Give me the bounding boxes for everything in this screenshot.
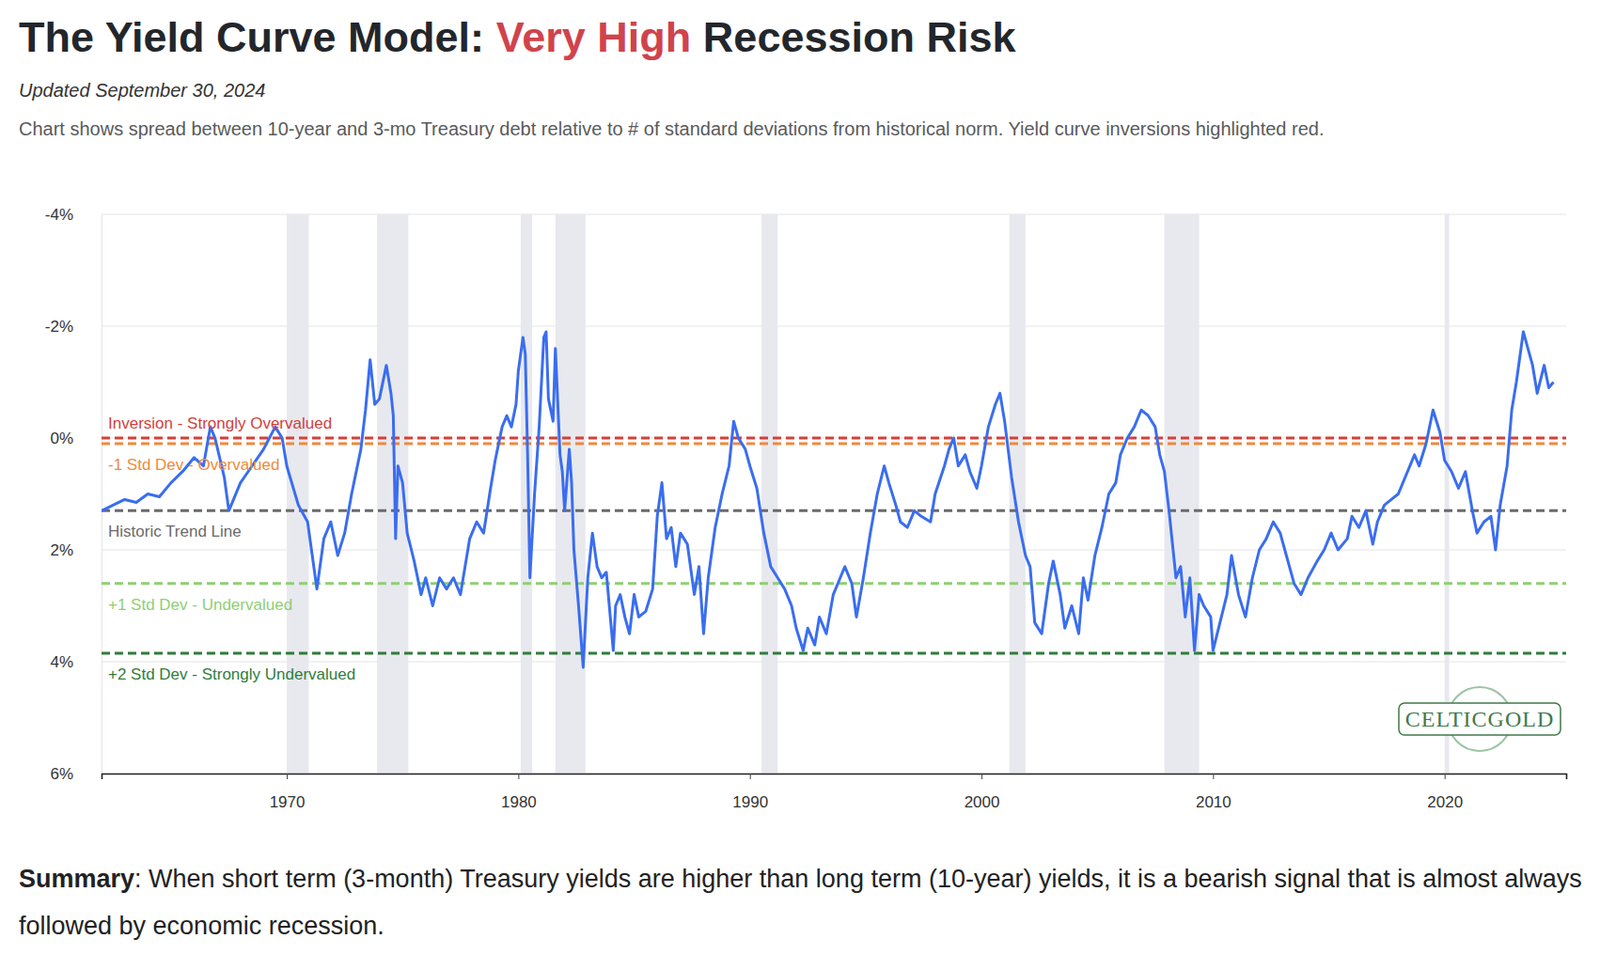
tick-label: 6%	[49, 765, 74, 784]
tick-mark	[517, 773, 519, 780]
subtitle: Updated September 30, 2024	[18, 79, 266, 102]
tick: 0%	[49, 429, 102, 448]
reference-label: -1 Std Dev - Overvalued	[108, 455, 280, 474]
description: Chart shows spread between 10-year and 3…	[18, 111, 1505, 147]
tick-label: -2%	[45, 317, 74, 336]
grid-line	[101, 326, 1567, 328]
reference-labels: Inversion - Strongly Overvalued -1 Std De…	[108, 414, 356, 684]
tick-label: 4%	[49, 653, 74, 672]
tick-label: 2000	[964, 793, 1001, 812]
tick: 2%	[49, 541, 102, 560]
grid-line	[101, 661, 1567, 663]
tick: -4%	[45, 205, 102, 224]
axis-line	[102, 774, 1568, 781]
series-group	[101, 331, 1553, 668]
tick: 6%	[49, 765, 102, 784]
tick-label: 1990	[732, 793, 769, 812]
recession-bands	[286, 214, 1450, 774]
tick: 1990	[732, 773, 769, 812]
tick: 2010	[1195, 773, 1232, 812]
x-axis: 1970 1980 1990 2000 2010 2020	[102, 773, 1568, 812]
tick-label: 2020	[1427, 793, 1463, 812]
watermark: CELTICGOLD	[1398, 687, 1561, 752]
summary: Summary: When short term (3-month) Treas…	[18, 855, 1585, 950]
reference-line	[101, 509, 1567, 513]
tick-label: 1980	[501, 793, 537, 812]
recession-band	[286, 214, 309, 774]
recession-band	[1009, 214, 1026, 774]
title-text: Recession Risk	[703, 13, 1017, 62]
recession-band	[555, 214, 586, 774]
tick-label: -4%	[45, 205, 74, 224]
summary-label: Summary	[18, 864, 135, 894]
tick: 1970	[269, 773, 306, 812]
recession-band	[1164, 214, 1200, 774]
reference-line	[101, 652, 1567, 656]
watermark-text: CELTICGOLD	[1405, 706, 1554, 732]
recession-band	[520, 214, 533, 774]
tick: 2000	[964, 773, 1001, 812]
tick-label: 1970	[269, 793, 306, 812]
reference-label: +2 Std Dev - Strongly Undervalued	[108, 665, 356, 684]
reference-line	[101, 441, 1567, 445]
reference-label: Inversion - Strongly Overvalued	[108, 414, 332, 433]
reference-line	[101, 437, 1567, 440]
tick-mark	[1212, 773, 1214, 780]
tick: 4%	[49, 653, 102, 672]
tick-label: 2010	[1195, 793, 1232, 812]
tick-label: 0%	[49, 429, 74, 448]
title-highlight: Very High	[496, 13, 692, 62]
recession-band	[1444, 214, 1450, 774]
reference-lines	[101, 438, 1567, 654]
title: The Yield Curve Model:Very HighRecession…	[18, 13, 1017, 63]
watermark-frame	[1398, 703, 1561, 736]
chart-svg: -4% -2% 0% 2% 4% 6% 1970 1980 1990 2000 2010 2020 In…	[0, 0, 1600, 970]
axis-line	[101, 215, 103, 775]
series-line	[101, 331, 1553, 668]
tick: -2%	[45, 317, 102, 336]
tick: 2020	[1427, 773, 1463, 812]
tick: 1980	[501, 773, 537, 812]
summary-text: : When short term (3-month) Treasury yie…	[18, 864, 1583, 941]
y-axis: -4% -2% 0% 2% 4% 6%	[45, 205, 103, 784]
title-text: The Yield Curve Model:	[18, 13, 485, 62]
grid-line	[101, 214, 1567, 216]
reference-label: Historic Trend Line	[108, 522, 242, 541]
tick-label: 2%	[49, 541, 74, 560]
tick-mark	[981, 773, 983, 780]
grid-line	[101, 438, 1567, 440]
tick-mark	[1444, 773, 1446, 780]
reference-line	[101, 581, 1567, 585]
grid	[101, 214, 1567, 774]
tick-mark	[750, 773, 752, 780]
reference-label: +1 Std Dev - Undervalued	[108, 596, 293, 614]
recession-band	[761, 214, 778, 774]
tick-mark	[286, 773, 288, 780]
